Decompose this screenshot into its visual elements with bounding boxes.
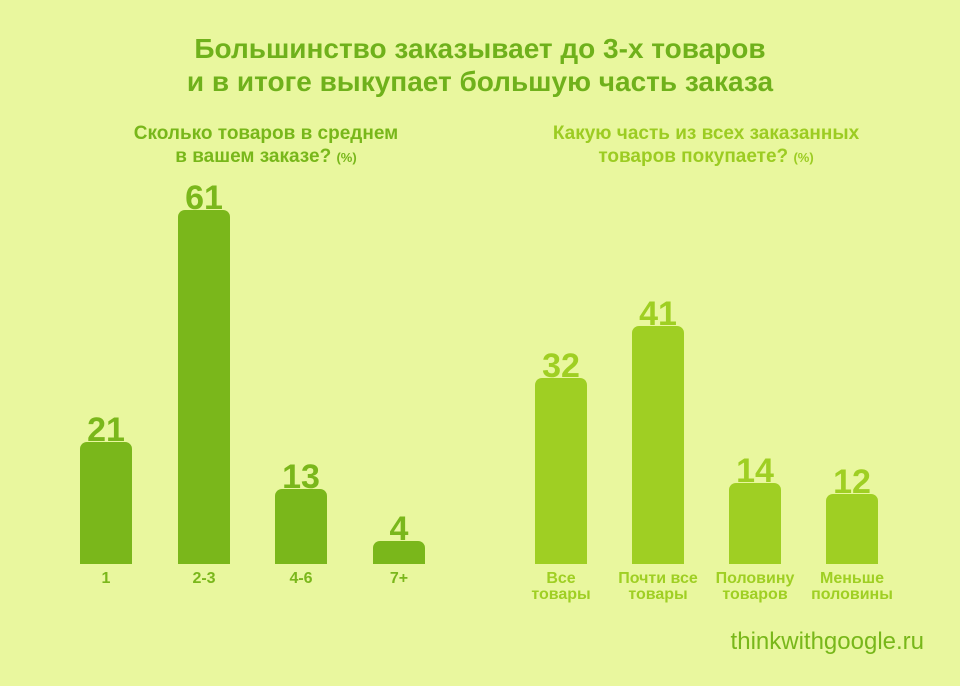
left-chart-title-line2: в вашем заказе? — [175, 146, 332, 167]
bar-0-3 — [373, 540, 425, 564]
category-label: 1 — [101, 570, 111, 587]
category-label: 2-3 — [192, 570, 216, 587]
value-label: 61 — [185, 179, 223, 218]
category-label: Почти все товары — [618, 570, 698, 603]
category-label: Все товары — [531, 570, 591, 603]
bar-0-0 — [80, 442, 132, 564]
right-chart-title-line2: товаров покупаете? — [598, 146, 789, 167]
value-label: 32 — [542, 347, 580, 386]
value-label: 12 — [833, 463, 871, 502]
category-label: Половину товаров — [715, 570, 795, 603]
category-label: 7+ — [389, 570, 409, 587]
bar-0-2 — [275, 488, 327, 564]
bar-1-3 — [826, 494, 878, 564]
left-chart-unit: (%) — [336, 150, 357, 165]
value-label: 4 — [389, 509, 409, 548]
right-chart-unit: (%) — [793, 150, 814, 165]
main-title-line1: Большинство заказывает до 3-х товаров — [194, 33, 766, 64]
main-title: Большинство заказывает до 3-х товаров и … — [0, 32, 960, 98]
right-chart-title: Какую часть из всех заказанных товаров п… — [506, 122, 906, 169]
left-chart-title-line1: Сколько товаров в среднем — [133, 123, 399, 144]
bar-1-0 — [535, 378, 587, 564]
category-label: 4-6 — [289, 570, 313, 587]
bar-1-1 — [632, 326, 684, 564]
value-label: 14 — [736, 451, 774, 490]
category-label: Меньше половины — [811, 570, 893, 603]
bar-0-1 — [178, 210, 230, 564]
bar-1-2 — [729, 482, 781, 564]
value-label: 13 — [282, 457, 320, 496]
left-chart-title: Сколько товаров в среднем в вашем заказе… — [66, 122, 466, 169]
right-chart-title-line1: Какую часть из всех заказанных — [552, 123, 860, 144]
main-title-line2: и в итоге выкупает большую часть заказа — [186, 66, 774, 97]
source-label: thinkwithgoogle.ru — [730, 628, 924, 655]
value-label: 21 — [87, 411, 125, 450]
value-label: 41 — [639, 295, 677, 334]
